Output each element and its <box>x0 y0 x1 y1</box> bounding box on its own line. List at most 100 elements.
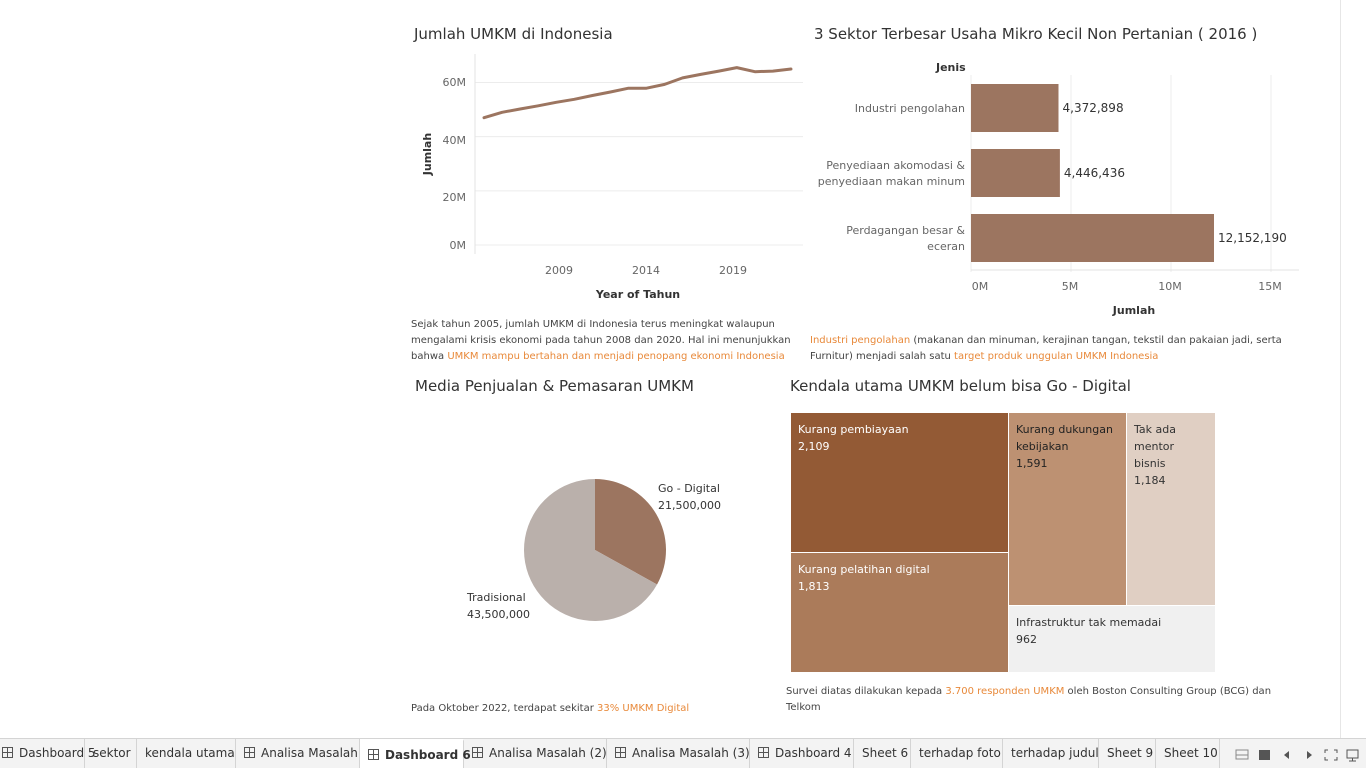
dashboard-icon <box>615 747 626 758</box>
dashboard-icon <box>2 747 13 758</box>
bar-value-label: 4,446,436 <box>1064 166 1125 180</box>
note-text: Furnitur) menjadi salah satu <box>810 351 955 362</box>
tab-kendala-utama[interactable]: kendala utama <box>137 739 236 768</box>
line-chart-title: Jumlah UMKM di Indonesia <box>414 25 613 43</box>
x-tick-label: 2019 <box>719 264 747 277</box>
note-highlight: target produk unggulan UMKM Indonesia <box>954 351 1159 362</box>
bar-value-label: 12,152,190 <box>1218 231 1287 245</box>
y-tick-label: 60M <box>443 76 467 89</box>
treemap-cell[interactable]: Kurang dukungan kebijakan 1,591 <box>1008 412 1127 606</box>
note-line: Industri pengolahan (makanan dan minuman… <box>810 333 1310 349</box>
treemap-cell[interactable]: Infrastruktur tak memadai 962 <box>1008 605 1216 673</box>
note-highlight: Industri pengolahan <box>810 335 911 346</box>
present-icon[interactable] <box>1346 749 1359 762</box>
treemap-cell[interactable]: Tak ada mentor bisnis 1,184 <box>1126 412 1216 606</box>
bar[interactable] <box>971 214 1214 262</box>
bar[interactable] <box>971 84 1059 132</box>
tab-label: Sheet 6 <box>862 746 909 760</box>
pie-slice[interactable] <box>523 479 658 621</box>
bar-value-label: 4,372,898 <box>1063 101 1124 115</box>
treemap-cell-label: Kurang pelatihan digital <box>798 563 930 576</box>
tab-label: Dashboard 5 <box>19 746 96 760</box>
y-tick-label: 40M <box>443 134 467 147</box>
tab-label: Analisa Masalah (3) <box>632 746 750 760</box>
bar-chart-x-axis-title: Jumlah <box>1112 304 1155 317</box>
treemap-cell-value: 1,591 <box>1016 457 1048 470</box>
tab-controls <box>1235 749 1359 762</box>
tab-label: kendala utama <box>145 746 235 760</box>
x-tick-label: 5M <box>1062 280 1079 293</box>
x-tick-label: 10M <box>1158 280 1182 293</box>
tab-sheet-9[interactable]: Sheet 9 <box>1099 739 1156 768</box>
category-label: Perdagangan besar & <box>846 224 965 237</box>
tab-analisa-masalah[interactable]: Analisa Masalah <box>236 739 360 768</box>
x-tick-label: 0M <box>972 280 989 293</box>
dashboard-icon <box>758 747 769 758</box>
filmstrip-view-icon[interactable] <box>1235 749 1249 760</box>
treemap-cell-value: 1,184 <box>1134 474 1166 487</box>
tab-dashboard-5[interactable]: Dashboard 5 <box>0 739 96 768</box>
treemap-cell[interactable]: Kurang pembiayaan 2,109 <box>790 412 1009 553</box>
note-line: bahwa UMKM mampu bertahan dan menjadi pe… <box>411 349 801 365</box>
pie-slice[interactable] <box>595 479 666 585</box>
treemap-cell[interactable]: Kurang pelatihan digital 1,813 <box>790 552 1009 673</box>
tab-terhadap-foto[interactable]: terhadap foto <box>911 739 1003 768</box>
x-tick-label: 2009 <box>545 264 573 277</box>
tab-analisa-masalah-2[interactable]: Analisa Masalah (2) <box>464 739 607 768</box>
fullscreen-icon[interactable] <box>1324 749 1338 761</box>
tab-label: Analisa Masalah <box>261 746 358 760</box>
next-sheet-icon[interactable] <box>1307 751 1312 759</box>
line-chart[interactable]: 60M 40M 20M 0M 2009 2014 2019 Jumlah Yea… <box>405 50 805 315</box>
note-highlight: 33% UMKM Digital <box>597 703 690 714</box>
note-highlight: UMKM mampu bertahan dan menjadi penopang… <box>447 351 785 362</box>
y-tick-label: 20M <box>443 191 467 204</box>
bar-chart[interactable]: Industri pengolahan Penyediaan akomodasi… <box>805 75 1305 320</box>
tab-dashboard-6[interactable]: Dashboard 6 <box>360 739 471 768</box>
pie-label-value: 43,500,000 <box>467 608 530 621</box>
note-text: Survei diatas dilakukan kepada <box>786 686 946 697</box>
pie-label-value: 21,500,000 <box>658 499 721 512</box>
treemap-cell-label: Infrastruktur tak memadai <box>1016 616 1162 629</box>
tab-sektor[interactable]: sektor <box>85 739 137 768</box>
x-tick-label: 2014 <box>632 264 660 277</box>
tab-analisa-masalah-3[interactable]: Analisa Masalah (3) <box>607 739 750 768</box>
category-label: penyediaan makan minum <box>818 175 965 188</box>
dashboard-border <box>1340 0 1341 738</box>
note-text: (makanan dan minuman, kerajinan tangan, … <box>910 335 1282 346</box>
note-line: mengalami krisis ekonomi pada tahun 2008… <box>411 335 791 346</box>
tab-dashboard-4[interactable]: Dashboard 4 <box>750 739 854 768</box>
dashboard-icon <box>368 749 379 760</box>
line-series[interactable] <box>482 66 793 120</box>
tab-view-icon[interactable] <box>1259 750 1270 760</box>
note-line: Sejak tahun 2005, jumlah UMKM di Indones… <box>411 319 775 330</box>
note-text: bahwa <box>411 351 448 362</box>
bar[interactable] <box>971 149 1060 197</box>
treemap-cell-value: 962 <box>1016 633 1037 646</box>
tab-label: sektor <box>93 746 131 760</box>
treemap-cell-value: 2,109 <box>798 440 830 453</box>
line-chart-y-axis-title: Jumlah <box>421 133 434 176</box>
tab-label: Analisa Masalah (2) <box>489 746 607 760</box>
tab-terhadap-judul[interactable]: terhadap judul <box>1003 739 1099 768</box>
sheet-tab-bar: Dashboard 5 sektor kendala utama Analisa… <box>0 738 1366 768</box>
pie-chart[interactable]: Go - Digital 21,500,000 Tradisional 43,5… <box>450 460 750 640</box>
pie-label-name: Tradisional <box>466 591 526 604</box>
tab-sheet-10[interactable]: Sheet 10 <box>1156 739 1220 768</box>
tab-sheet-6[interactable]: Sheet 6 <box>854 739 911 768</box>
treemap-cell-label: Tak ada mentor bisnis <box>1134 423 1176 470</box>
previous-sheet-icon[interactable] <box>1284 751 1289 759</box>
line-chart-note: Sejak tahun 2005, jumlah UMKM di Indones… <box>411 317 801 365</box>
treemap-note: Survei diatas dilakukan kepada 3.700 res… <box>786 684 1306 716</box>
treemap-cell-label: Kurang dukungan kebijakan <box>1016 423 1113 453</box>
tab-label: Dashboard 4 <box>775 746 852 760</box>
tab-label: Sheet 9 <box>1107 746 1154 760</box>
bar-chart-category-header: Jenis <box>936 61 966 74</box>
y-tick-label: 0M <box>450 239 467 252</box>
tab-label: Sheet 10 <box>1164 746 1218 760</box>
treemap[interactable]: Kurang pembiayaan 2,109 Kurang pelatihan… <box>790 412 1216 673</box>
pie-chart-note: Pada Oktober 2022, terdapat sekitar 33% … <box>411 701 689 717</box>
category-label: Penyediaan akomodasi & <box>826 159 965 172</box>
x-tick-label: 15M <box>1258 280 1282 293</box>
pie-label-name: Go - Digital <box>658 482 720 495</box>
line-chart-x-axis-title: Year of Tahun <box>595 288 680 301</box>
